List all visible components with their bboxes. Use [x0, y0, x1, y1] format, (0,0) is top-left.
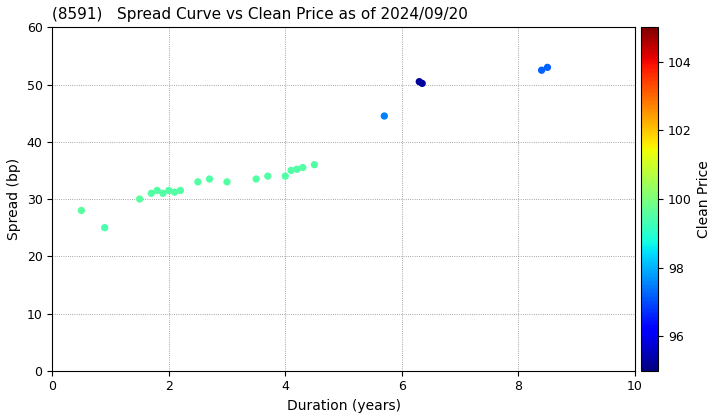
Point	[379, 113, 390, 119]
Point	[416, 80, 428, 87]
Text: (8591)   Spread Curve vs Clean Price as of 2024/09/20: (8591) Spread Curve vs Clean Price as of…	[53, 7, 468, 22]
Y-axis label: Spread (bp): Spread (bp)	[7, 158, 21, 240]
Point	[99, 224, 110, 231]
Point	[192, 178, 204, 185]
Point	[204, 176, 215, 182]
Point	[76, 207, 87, 214]
Point	[168, 189, 180, 196]
Point	[291, 166, 302, 173]
Point	[134, 196, 145, 202]
Point	[157, 190, 168, 197]
Point	[175, 187, 186, 194]
Point	[309, 161, 320, 168]
Point	[262, 173, 274, 179]
Point	[151, 187, 163, 194]
Point	[541, 64, 553, 71]
Point	[413, 78, 425, 85]
Point	[145, 190, 157, 197]
Point	[251, 176, 262, 182]
Y-axis label: Clean Price: Clean Price	[698, 160, 711, 238]
X-axis label: Duration (years): Duration (years)	[287, 399, 400, 413]
Point	[536, 67, 547, 74]
Point	[163, 187, 174, 194]
Point	[279, 173, 291, 179]
Point	[285, 167, 297, 174]
Point	[297, 164, 308, 171]
Point	[221, 178, 233, 185]
